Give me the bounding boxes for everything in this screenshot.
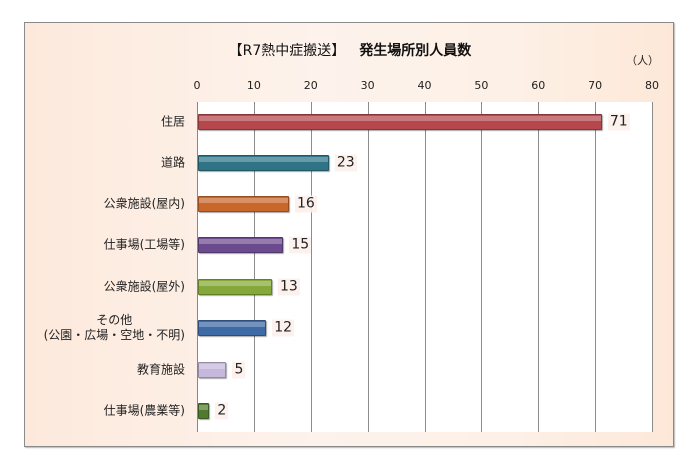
chart-title-main: 発生場所別人員数 xyxy=(359,43,472,59)
data-label: 15 xyxy=(289,236,312,254)
data-label: 5 xyxy=(232,361,246,379)
category-label: 道路 xyxy=(160,155,185,170)
chart-title: 【R7熱中症搬送】 発生場所別人員数 xyxy=(0,40,700,60)
category-label: 公衆施設(屋外) xyxy=(103,279,185,294)
category-label: 仕事場(工場等) xyxy=(103,237,185,252)
data-label: 16 xyxy=(295,195,317,213)
bar xyxy=(198,155,329,171)
data-label: 2 xyxy=(215,402,229,420)
bar xyxy=(198,320,267,336)
x-tick-label: 50 xyxy=(474,79,489,92)
gridline xyxy=(424,102,426,432)
gridline xyxy=(595,102,597,432)
category-label: 公衆施設(屋内) xyxy=(103,196,185,211)
gridline xyxy=(652,102,653,432)
gridline xyxy=(538,102,540,432)
category-label: その他 (公園・広場・空地・不明) xyxy=(44,313,185,343)
gridline xyxy=(481,102,483,432)
x-tick-label: 70 xyxy=(588,79,603,92)
x-tick-label: 20 xyxy=(303,79,318,92)
x-tick-label: 60 xyxy=(531,79,546,92)
bar xyxy=(198,196,289,212)
gridline xyxy=(367,102,369,432)
x-tick-label: 0 xyxy=(193,79,201,92)
gridline xyxy=(253,102,255,432)
bar xyxy=(198,279,272,295)
category-label: 教育施設 xyxy=(136,362,185,377)
x-tick-label: 40 xyxy=(417,79,432,92)
data-label: 13 xyxy=(277,278,300,296)
bar xyxy=(198,403,210,419)
gridline xyxy=(310,102,312,432)
category-label-line1: その他 xyxy=(96,313,133,327)
x-tick-label: 80 xyxy=(645,79,659,92)
bar xyxy=(198,362,227,378)
bar xyxy=(198,114,602,130)
x-tick-label: 30 xyxy=(360,79,375,92)
category-label: 住居 xyxy=(160,114,185,129)
data-label: 23 xyxy=(334,154,357,172)
plot-area xyxy=(197,102,653,432)
data-label: 12 xyxy=(272,319,295,337)
unit-label: （人） xyxy=(626,54,659,67)
data-label: 71 xyxy=(607,113,630,131)
x-tick-label: 10 xyxy=(246,79,261,92)
category-label-line2: (公園・広場・空地・不明) xyxy=(43,328,185,342)
category-label: 仕事場(農業等) xyxy=(103,403,185,418)
bar xyxy=(198,237,284,253)
chart-title-prefix: 【R7熱中症搬送】 xyxy=(228,43,346,59)
